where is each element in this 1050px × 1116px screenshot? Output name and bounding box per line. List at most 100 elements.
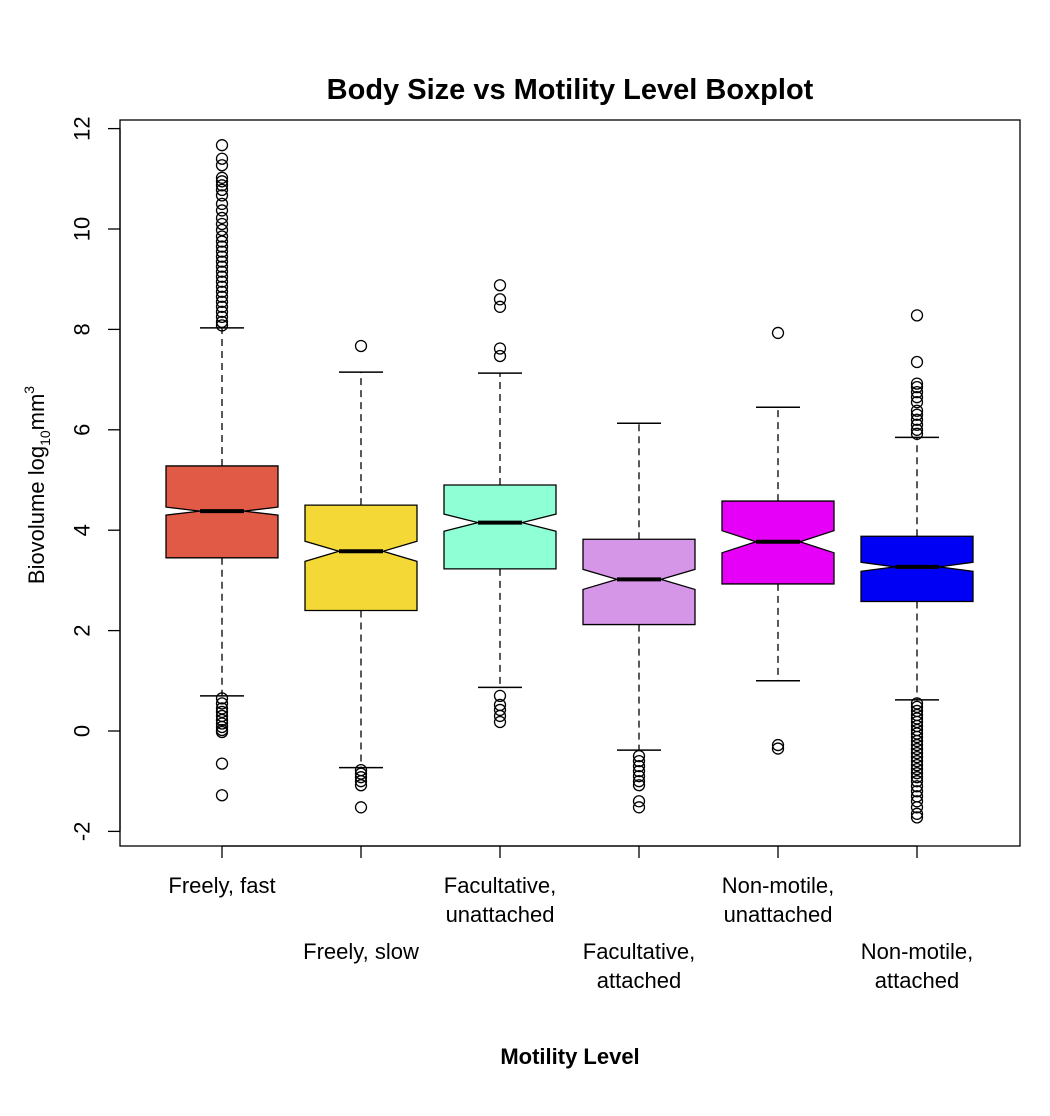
outlier-point bbox=[910, 750, 924, 764]
x-tick-label: Facultative, bbox=[444, 873, 557, 898]
notched-box bbox=[304, 504, 418, 612]
outlier-point bbox=[493, 689, 507, 703]
outlier-point bbox=[215, 757, 229, 770]
outlier-point bbox=[215, 230, 229, 243]
outlier-point bbox=[632, 770, 646, 783]
outlier-point bbox=[910, 775, 924, 788]
outlier-point bbox=[493, 279, 507, 292]
outlier-point bbox=[910, 427, 924, 440]
outlier-point bbox=[215, 717, 229, 730]
y-tick-label: 4 bbox=[70, 524, 95, 536]
outlier-point bbox=[354, 775, 368, 788]
x-tick-label: Non-motile, bbox=[722, 873, 834, 898]
outlier-point bbox=[910, 377, 924, 390]
outlier-point bbox=[910, 801, 924, 814]
outlier-point bbox=[215, 179, 229, 192]
x-tick-label: Facultative, bbox=[583, 939, 696, 964]
x-tick-label: attached bbox=[597, 968, 681, 993]
outlier-point bbox=[354, 779, 368, 792]
x-tick-label: unattached bbox=[724, 902, 833, 927]
outlier-point bbox=[215, 240, 229, 253]
outlier-point bbox=[771, 326, 785, 340]
notched-box bbox=[860, 535, 974, 603]
outlier-point bbox=[354, 339, 368, 353]
outlier-point bbox=[215, 265, 229, 278]
outlier-point bbox=[632, 801, 646, 814]
outlier-point bbox=[910, 738, 924, 752]
outlier-point bbox=[910, 763, 924, 776]
outlier-point bbox=[215, 319, 229, 332]
outlier-point bbox=[910, 771, 924, 784]
y-axis-label-unit: mm bbox=[24, 394, 49, 431]
outlier-point bbox=[215, 235, 229, 248]
outlier-point bbox=[910, 746, 924, 760]
outlier-point bbox=[910, 730, 924, 744]
outlier-point bbox=[354, 771, 368, 784]
outlier-point bbox=[632, 754, 646, 768]
outlier-point bbox=[215, 285, 229, 298]
outlier-point bbox=[215, 171, 229, 184]
outlier-point bbox=[771, 742, 785, 755]
boxes-layer bbox=[165, 139, 974, 824]
outlier-point bbox=[215, 295, 229, 308]
outlier-point bbox=[910, 807, 924, 820]
notched-box bbox=[582, 538, 696, 626]
y-axis-label-main: Biovolume log bbox=[24, 446, 49, 584]
outlier-point bbox=[215, 217, 229, 231]
outlier-point bbox=[215, 245, 229, 258]
y-tick-label: 8 bbox=[70, 323, 95, 335]
outlier-point bbox=[215, 789, 229, 802]
x-tick-label: unattached bbox=[446, 902, 555, 927]
chart-title: Body Size vs Motility Level Boxplot bbox=[327, 74, 814, 106]
outlier-point bbox=[215, 692, 229, 705]
outlier-point bbox=[910, 408, 924, 421]
outlier-point bbox=[910, 385, 924, 399]
x-axis-label: Motility Level bbox=[500, 1044, 639, 1069]
outlier-point bbox=[910, 404, 924, 417]
outlier-point bbox=[215, 204, 229, 217]
x-tick-label: Freely, slow bbox=[303, 939, 419, 964]
outlier-point bbox=[493, 293, 507, 306]
outlier-point bbox=[493, 300, 507, 313]
outlier-point bbox=[910, 309, 924, 322]
outlier-point bbox=[910, 355, 924, 369]
outlier-point bbox=[910, 754, 924, 768]
outlier-point bbox=[910, 795, 924, 808]
outlier-point bbox=[493, 349, 507, 363]
outlier-point bbox=[215, 260, 229, 273]
outlier-point bbox=[910, 758, 924, 772]
notched-box bbox=[443, 484, 557, 570]
outlier-point bbox=[215, 159, 229, 172]
outlier-point bbox=[910, 418, 924, 431]
y-axis-label: Biovolume log10mm3 bbox=[21, 386, 53, 584]
box-group bbox=[582, 422, 696, 814]
outlier-point bbox=[215, 305, 229, 318]
outlier-point bbox=[632, 779, 646, 792]
outlier-point bbox=[215, 211, 229, 225]
outlier-point bbox=[215, 725, 229, 739]
outlier-point bbox=[215, 183, 229, 196]
y-axis: -2 0 2 4 6 8 10 12 bbox=[70, 116, 121, 841]
box-group bbox=[443, 279, 557, 729]
outlier-point bbox=[910, 811, 924, 824]
y-tick-label: 10 bbox=[70, 217, 95, 241]
outlier-point bbox=[910, 785, 924, 798]
y-axis-label-subscript: 10 bbox=[37, 430, 53, 446]
y-tick-label: 0 bbox=[70, 725, 95, 737]
outlier-point bbox=[215, 175, 229, 188]
outlier-point bbox=[632, 775, 646, 788]
outlier-point bbox=[215, 197, 229, 211]
y-tick-label: 6 bbox=[70, 424, 95, 436]
outlier-point bbox=[910, 767, 924, 780]
x-tick-label: Freely, fast bbox=[168, 873, 275, 898]
y-tick-label: -2 bbox=[70, 822, 95, 842]
outlier-point bbox=[771, 738, 785, 752]
box-group bbox=[304, 339, 418, 814]
outlier-point bbox=[215, 270, 229, 283]
outlier-point bbox=[910, 396, 924, 409]
outlier-point bbox=[215, 290, 229, 303]
outlier-point bbox=[215, 280, 229, 293]
outlier-point bbox=[910, 742, 924, 756]
outlier-point bbox=[910, 413, 924, 426]
outlier-point bbox=[215, 300, 229, 313]
